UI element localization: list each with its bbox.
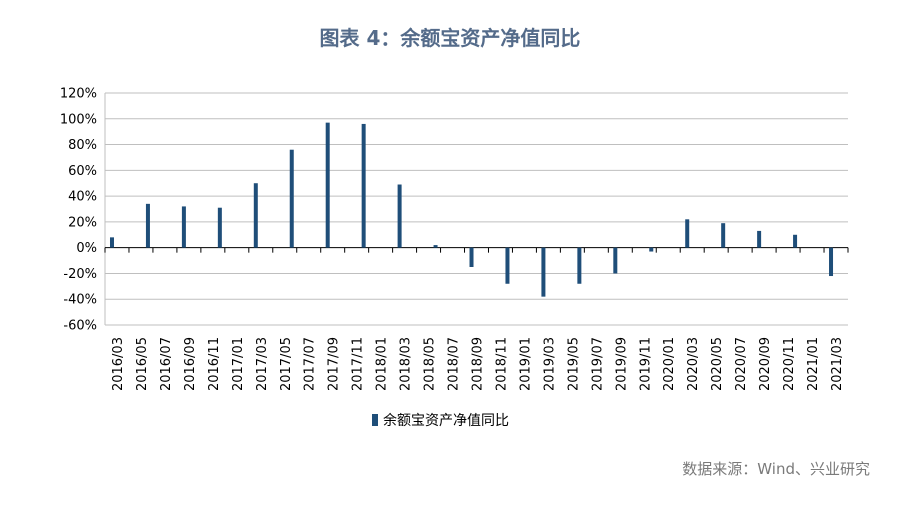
x-tick-label: 2016/09	[183, 337, 198, 391]
y-tick-label: 120%	[60, 87, 97, 102]
y-tick-label: 100%	[60, 112, 97, 127]
x-tick-label: 2019/11	[638, 337, 653, 391]
x-tick-label: 2017/09	[327, 337, 342, 391]
x-tick-label: 2019/07	[590, 337, 605, 391]
x-tick-label: 2019/03	[542, 337, 557, 391]
y-tick-label: 80%	[68, 138, 97, 153]
x-tick-label: 2018/03	[399, 337, 414, 391]
y-tick-label: 60%	[68, 164, 97, 179]
x-tick-label: 2019/05	[566, 337, 581, 391]
bar	[469, 247, 474, 267]
bar	[541, 247, 546, 297]
chart-title: 图表 4：余额宝资产净值同比	[319, 26, 581, 50]
bar	[361, 123, 366, 248]
x-tick-label: 2019/01	[518, 337, 533, 391]
bar	[289, 149, 294, 248]
y-tick-label: -60%	[63, 319, 97, 334]
x-tick-label: 2016/05	[135, 337, 150, 391]
x-tick-label: 2017/03	[255, 337, 270, 391]
y-tick-label: 20%	[68, 215, 97, 230]
data-source: 数据来源：Wind、兴业研究	[682, 460, 870, 478]
legend-swatch	[372, 414, 378, 426]
bar	[433, 245, 438, 248]
bar	[613, 247, 618, 274]
bar	[793, 234, 798, 248]
x-tick-label: 2020/09	[758, 337, 773, 391]
x-tick-label: 2020/05	[710, 337, 725, 391]
x-tick-label: 2019/09	[614, 337, 629, 391]
x-tick-label: 2021/03	[830, 337, 845, 391]
x-tick-label: 2018/11	[494, 337, 509, 391]
bar	[145, 203, 150, 248]
bar	[685, 219, 690, 248]
bar	[505, 247, 510, 284]
bar	[181, 206, 186, 248]
x-tick-label: 2017/01	[231, 337, 246, 391]
bar	[397, 184, 402, 248]
x-tick-label: 2016/11	[207, 337, 222, 391]
bar	[109, 237, 114, 248]
bar	[577, 247, 582, 284]
y-tick-label: -20%	[63, 267, 97, 282]
x-tick-label: 2018/09	[471, 337, 486, 391]
bar	[325, 122, 330, 248]
bar	[649, 247, 654, 252]
x-tick-label: 2018/07	[447, 337, 462, 391]
bar	[253, 183, 258, 248]
x-tick-label: 2018/05	[423, 337, 438, 391]
x-tick-label: 2020/11	[782, 337, 797, 391]
y-tick-label: -40%	[63, 293, 97, 308]
bar	[757, 230, 762, 248]
y-tick-label: 0%	[76, 241, 97, 256]
bar	[829, 247, 834, 277]
x-tick-label: 2017/07	[303, 337, 318, 391]
legend-label: 余额宝资产净值同比	[383, 412, 509, 429]
x-tick-label: 2018/01	[375, 337, 390, 391]
x-tick-label: 2020/01	[662, 337, 677, 391]
y-tick-label: 40%	[68, 190, 97, 205]
x-tick-label: 2017/05	[279, 337, 294, 391]
x-tick-label: 2016/07	[159, 337, 174, 391]
x-tick-label: 2021/01	[806, 337, 821, 391]
x-tick-label: 2020/07	[734, 337, 749, 391]
x-tick-label: 2017/11	[351, 337, 366, 391]
bar	[217, 207, 222, 248]
x-tick-label: 2020/03	[686, 337, 701, 391]
bar	[721, 223, 726, 248]
x-tick-label: 2016/03	[111, 337, 126, 391]
